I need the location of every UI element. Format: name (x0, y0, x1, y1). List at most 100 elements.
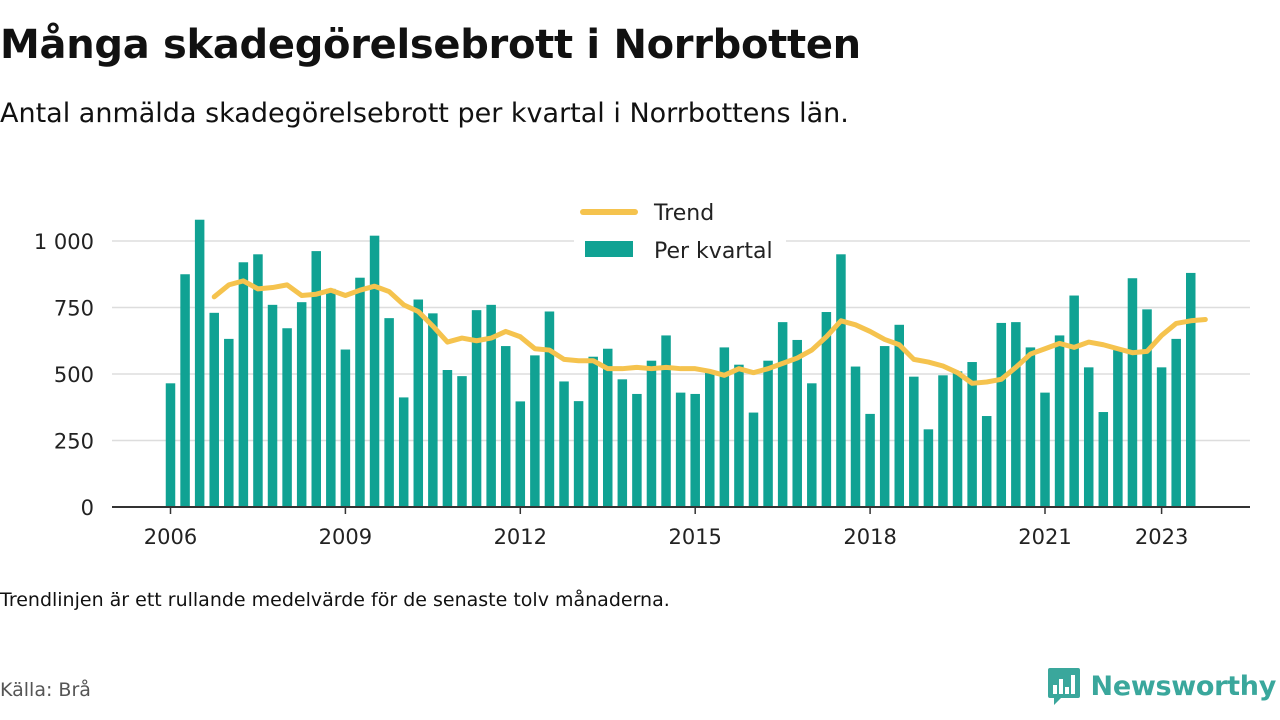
bar (777, 322, 788, 507)
x-tick-label: 2006 (144, 525, 197, 549)
bar (632, 393, 642, 507)
legend: Trend Per kvartal (574, 200, 786, 278)
bar (500, 346, 511, 507)
bar (544, 311, 555, 507)
legend-bars-label: Per kvartal (654, 239, 773, 264)
bar (850, 366, 861, 507)
bar (879, 346, 890, 507)
bar (296, 302, 307, 507)
bar (238, 262, 249, 507)
bar (646, 360, 657, 507)
bar (369, 235, 380, 507)
x-tick-label: 2012 (494, 525, 547, 549)
bar (836, 254, 846, 507)
bar (952, 371, 963, 507)
x-axis: 2006 2009 2012 2015 2018 2021 2023 (112, 506, 1250, 549)
bar (1186, 272, 1196, 507)
bar (559, 381, 569, 507)
bar (923, 429, 934, 507)
bar (442, 370, 453, 507)
bar (734, 364, 744, 507)
bar (705, 372, 715, 507)
bar (282, 328, 292, 507)
bar (194, 219, 205, 507)
trend-note: Trendlinjen är ett rullande medelvärde f… (0, 589, 670, 611)
bar (326, 288, 336, 507)
bar-chart-logo-icon (1047, 668, 1080, 705)
bar (603, 348, 613, 507)
x-tick-label: 2009 (319, 525, 372, 549)
bar (311, 251, 321, 507)
bar (938, 375, 948, 507)
bar (355, 277, 365, 507)
bar (253, 254, 263, 507)
bar (748, 412, 759, 507)
bar (384, 318, 394, 507)
y-tick-label: 250 (54, 430, 94, 454)
bar (1171, 338, 1181, 507)
bar (981, 416, 992, 507)
legend-trend-label: Trend (653, 201, 714, 226)
trend-line-group (211, 278, 1208, 386)
bar (807, 383, 817, 507)
bar (1127, 278, 1138, 507)
bar (486, 304, 496, 507)
bar (1156, 367, 1167, 507)
bar (180, 274, 190, 507)
y-axis: 0 250 500 750 1 000 (34, 230, 94, 520)
bar (515, 401, 526, 507)
bar (165, 383, 176, 507)
bar (865, 413, 875, 507)
bar (224, 338, 234, 507)
bar (690, 393, 700, 507)
bar (1142, 309, 1152, 507)
bar (267, 304, 278, 507)
bar (996, 322, 1007, 507)
bar (340, 349, 351, 507)
bar (719, 347, 730, 507)
bar (661, 335, 671, 507)
bar (1069, 295, 1079, 507)
legend-bars-swatch (585, 241, 633, 257)
brand-name: Newsworthy (1090, 670, 1277, 702)
chart-area: 0 250 500 750 1 000 2006 2009 2012 2015 2018 2021… (34, 200, 1250, 549)
bar (675, 392, 686, 507)
bar (573, 401, 584, 507)
bar (1054, 335, 1065, 507)
bar (1011, 322, 1021, 507)
y-tick-label: 0 (81, 496, 94, 520)
bar (894, 324, 904, 507)
bar (967, 362, 977, 507)
bars (165, 219, 1196, 507)
bar (398, 397, 409, 507)
y-tick-label: 1 000 (34, 230, 94, 254)
bar (1113, 350, 1123, 507)
source-label: Källa: Brå (0, 679, 91, 701)
bar (792, 339, 802, 507)
bar (413, 299, 424, 507)
y-tick-label: 500 (54, 363, 94, 387)
bar (428, 313, 438, 507)
bar (909, 376, 919, 507)
bar (588, 356, 598, 507)
chart-subtitle: Antal anmälda skadegörelsebrott per kvar… (0, 98, 849, 129)
x-tick-label: 2018 (843, 525, 896, 549)
x-tick-label: 2023 (1135, 525, 1188, 549)
bar (1083, 367, 1094, 507)
chart-title: Många skadegörelsebrott i Norrbotten (0, 22, 861, 68)
bar (457, 376, 467, 507)
bar (1040, 392, 1050, 507)
y-tick-label: 750 (54, 297, 94, 321)
brand-logo: Newsworthy (1047, 666, 1276, 706)
bar (530, 355, 540, 507)
bar (209, 312, 219, 507)
x-tick-label: 2015 (668, 525, 721, 549)
bar (1025, 347, 1036, 507)
bar (821, 312, 832, 507)
bar (1098, 412, 1109, 507)
trend-line (211, 278, 1208, 386)
x-tick-label: 2021 (1018, 525, 1071, 549)
bar (617, 379, 628, 507)
bar (471, 310, 482, 507)
bar (763, 360, 773, 507)
